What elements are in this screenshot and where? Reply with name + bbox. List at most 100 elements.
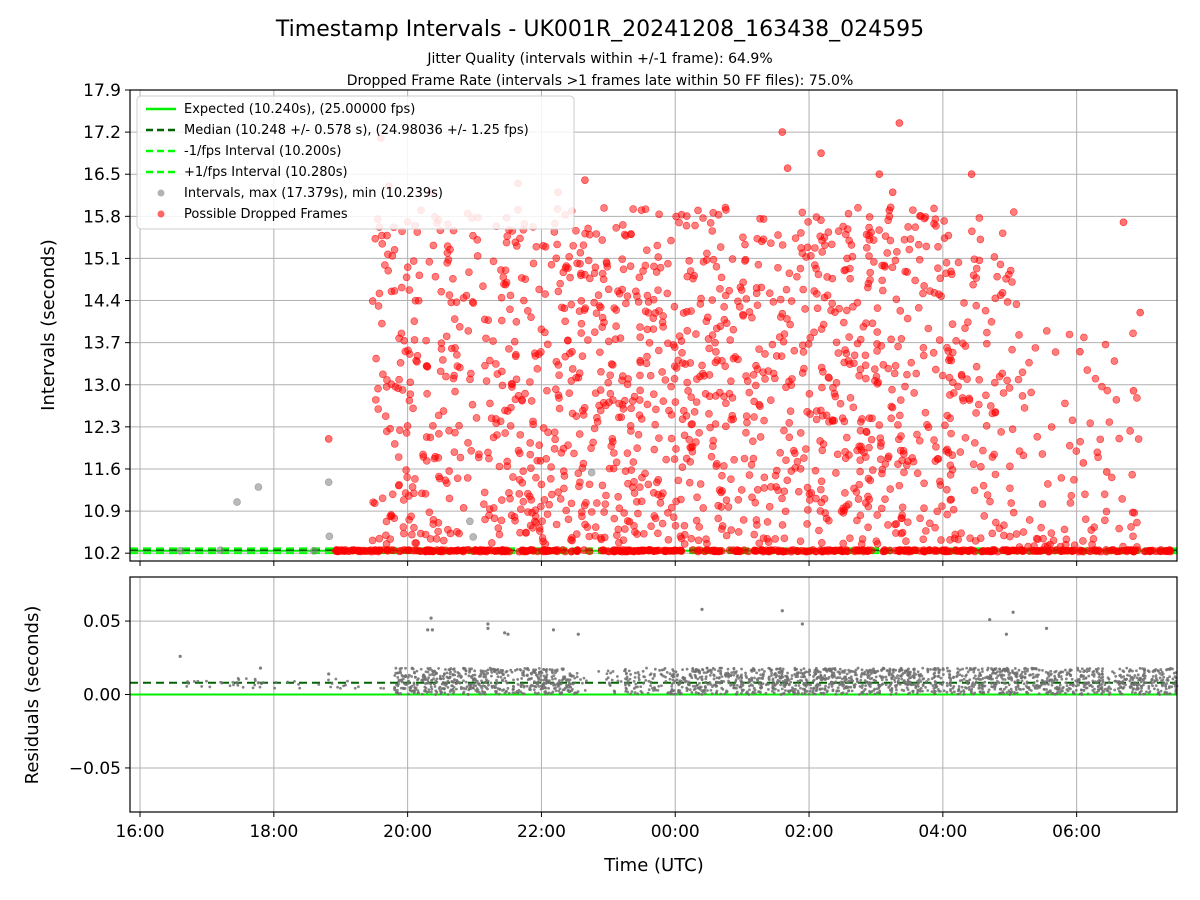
dropped-frame-point xyxy=(911,223,920,231)
dropped-frame-point xyxy=(938,371,947,380)
dropped-frame-point xyxy=(539,241,547,250)
residual-point xyxy=(539,687,543,691)
residual-point xyxy=(450,684,454,688)
dropped-frame-point xyxy=(584,224,592,233)
dropped-frame-point xyxy=(606,389,615,398)
dropped-frame-point xyxy=(1086,419,1095,427)
dropped-frame-point xyxy=(491,547,499,555)
residual-point xyxy=(773,673,776,677)
residual-point xyxy=(451,691,455,695)
dropped-frame-point xyxy=(846,274,854,283)
dropped-frame-point xyxy=(975,256,984,265)
intervals-y-tick-label: 15.8 xyxy=(83,207,121,227)
dropped-frame-point xyxy=(607,360,616,368)
dropped-frame-point xyxy=(652,405,660,414)
dropped-frame-point xyxy=(505,489,513,497)
residual-point xyxy=(781,667,785,671)
residual-point xyxy=(438,674,442,678)
residual-point xyxy=(1156,688,1160,692)
dropped-frame-point xyxy=(878,469,886,478)
residual-point xyxy=(842,680,846,684)
residual-point xyxy=(653,672,656,676)
residual-point xyxy=(421,679,425,683)
residual-point xyxy=(1082,682,1086,686)
dropped-frame-point xyxy=(818,446,827,455)
dropped-frame-point xyxy=(1127,523,1135,531)
dropped-frame-point xyxy=(475,450,483,459)
dropped-frame-point xyxy=(822,514,831,523)
interval-point xyxy=(216,546,225,554)
residual-point xyxy=(1070,668,1073,672)
dropped-frame-point xyxy=(702,256,711,264)
dropped-frame-point xyxy=(615,413,623,422)
residual-point xyxy=(957,692,961,696)
residual-point xyxy=(967,685,971,689)
residual-point xyxy=(945,666,949,670)
dropped-frame-point xyxy=(919,535,928,544)
residual-point xyxy=(467,674,471,678)
dropped-frame-point xyxy=(612,224,621,232)
dropped-frame-point xyxy=(670,455,679,463)
residual-point xyxy=(1162,675,1166,679)
residual-point xyxy=(797,691,800,695)
residual-point xyxy=(970,689,973,693)
dropped-frame-point xyxy=(615,504,624,513)
dropped-frame-point xyxy=(914,303,923,312)
residual-point xyxy=(523,666,527,670)
residual-point xyxy=(767,687,770,691)
residual-point xyxy=(317,683,321,686)
dropped-frame-point xyxy=(699,504,708,512)
residual-point xyxy=(847,689,850,693)
dropped-frame-point xyxy=(729,325,738,334)
dropped-frame-point xyxy=(742,428,750,437)
chart-title: Timestamp Intervals - UK001R_20241208_16… xyxy=(275,17,924,42)
dropped-frame-point xyxy=(654,490,662,499)
residual-point xyxy=(794,684,798,687)
legend-entry-expected: Expected (10.240s), (25.00000 fps) xyxy=(146,102,415,117)
dropped-frame-point xyxy=(716,285,724,293)
dropped-frame-point xyxy=(790,346,799,355)
x-tick-label: 02:00 xyxy=(785,822,834,842)
residual-point xyxy=(657,684,661,688)
dropped-frame-point xyxy=(785,419,794,427)
residual-point xyxy=(1070,677,1074,681)
dropped-frame-point xyxy=(750,530,759,539)
residual-point xyxy=(1005,691,1009,694)
dropped-frame-point xyxy=(390,287,399,295)
residual-point xyxy=(539,674,543,677)
dropped-frame-point xyxy=(527,313,535,322)
dropped-frame-point xyxy=(678,415,687,423)
dropped-frame-point xyxy=(473,252,482,260)
residual-point xyxy=(704,675,708,679)
residual-point xyxy=(208,685,212,689)
dropped-frame-point xyxy=(554,287,563,296)
residual-point xyxy=(858,684,862,688)
residual-point xyxy=(581,681,584,685)
residual-point xyxy=(236,683,240,687)
residual-point xyxy=(877,683,881,687)
residuals-y-tick-label: −0.05 xyxy=(69,759,121,779)
residual-point xyxy=(895,688,898,692)
residual-point xyxy=(900,677,904,681)
residual-point xyxy=(473,678,476,682)
dropped-frame-point xyxy=(813,304,822,313)
residual-point xyxy=(694,691,698,694)
residual-point xyxy=(1052,679,1056,683)
dropped-frame-point xyxy=(631,528,639,536)
dropped-frame-point xyxy=(998,229,1007,238)
residual-point xyxy=(413,675,417,679)
residual-point xyxy=(740,691,743,695)
dropped-frame-point xyxy=(975,376,984,384)
residual-point xyxy=(481,684,485,688)
residual-point xyxy=(957,685,961,688)
dropped-frame-point xyxy=(816,437,824,445)
dropped-frame-point xyxy=(519,467,528,475)
dropped-frame-point xyxy=(547,260,556,269)
dropped-frame-point xyxy=(728,255,737,263)
residual-point xyxy=(897,677,901,680)
dropped-frame-point xyxy=(410,336,419,344)
dropped-frame-point xyxy=(655,307,663,315)
dropped-frame-point xyxy=(561,317,569,326)
residual-point xyxy=(483,680,487,684)
residuals-points xyxy=(178,607,1179,696)
